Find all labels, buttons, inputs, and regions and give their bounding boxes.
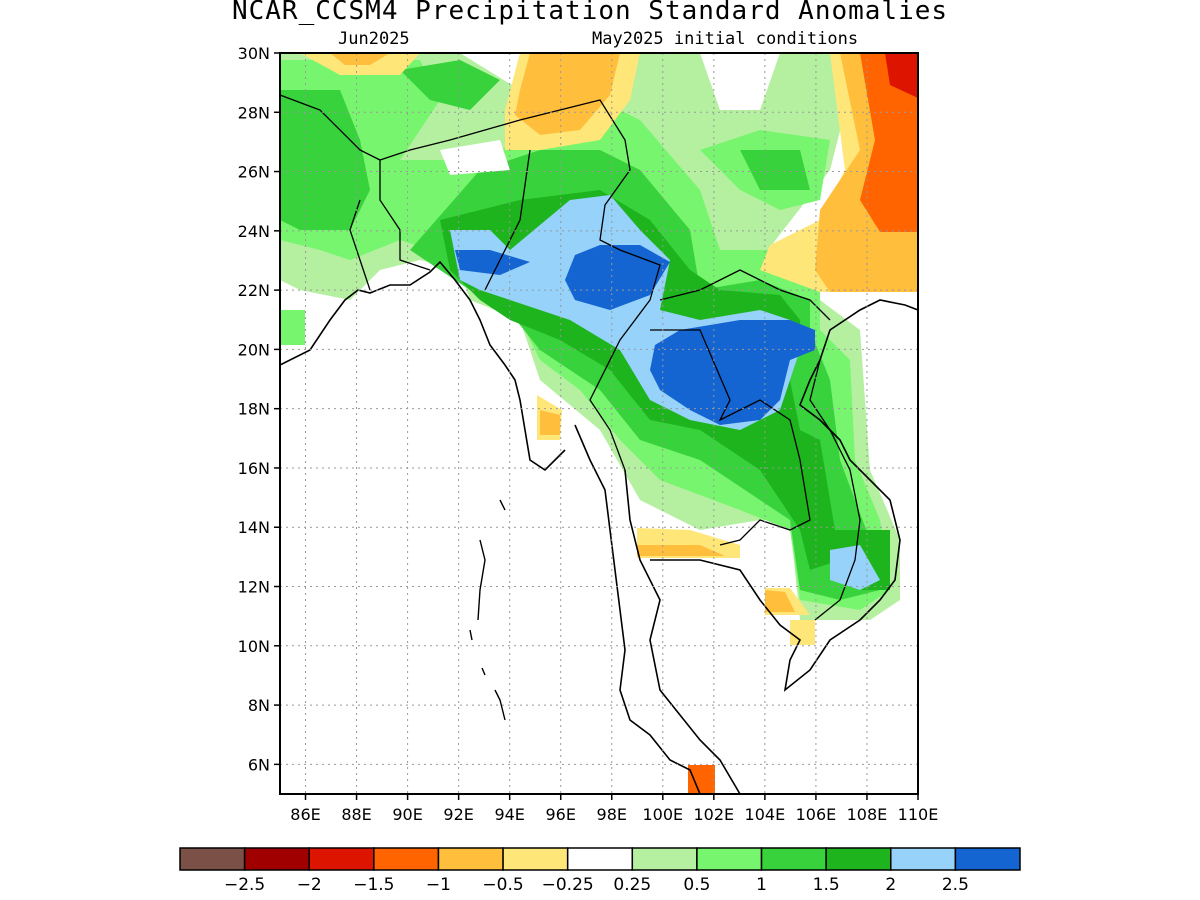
axis-ticks — [274, 52, 919, 800]
anomaly-field — [280, 53, 918, 794]
map-title: NCAR_CCSM4 Precipitation Standard Anomal… — [231, 0, 949, 26]
nicobar-island-1 — [481, 667, 486, 676]
lon-tick-label: 86E — [290, 805, 320, 824]
anomaly-region--1.5 — [885, 53, 918, 98]
colorbar-swatch — [890, 847, 957, 871]
anomaly-region--0.25-g — [790, 620, 815, 645]
forecast-month: Jun2025 — [338, 29, 410, 49]
colorbar-swatch — [437, 847, 504, 871]
anomaly-region--1-b — [688, 765, 715, 794]
anomaly-region--1 — [860, 53, 918, 232]
colorbar-swatch — [954, 847, 1021, 871]
gulf-of-thailand-coast — [650, 299, 918, 692]
anomaly-region--0.5-f — [765, 590, 795, 612]
andaman-islands — [469, 499, 506, 721]
anomaly-region--0.5 — [330, 53, 390, 65]
colorbar-label: 2.5 — [942, 875, 969, 895]
lon-tick-label: 88E — [341, 805, 371, 824]
lat-tick-label: 18N — [238, 400, 270, 419]
anomaly-region--0.5-e — [637, 545, 725, 556]
colorbar-label: 0.5 — [683, 875, 710, 895]
gridlines — [280, 53, 918, 794]
anomaly-region-0.5-w — [280, 310, 305, 345]
lat-tick-label: 12N — [238, 578, 270, 597]
coastlines — [280, 94, 918, 794]
international-borders — [280, 94, 861, 621]
coco-island — [499, 499, 506, 511]
anomaly-region-neutral — [440, 140, 510, 175]
bay-of-bengal-coast — [280, 260, 566, 472]
lon-tick-label: 104E — [745, 805, 786, 824]
colorbar-swatch — [566, 847, 634, 871]
lon-tick-label: 102E — [694, 805, 735, 824]
colorbar-label: −0.25 — [542, 875, 594, 895]
lat-tick-label: 20N — [238, 340, 270, 359]
lon-tick-label: 110E — [898, 805, 939, 824]
lat-tick-label: 26N — [238, 163, 270, 182]
initial-conditions-label: May2025 initial conditions — [592, 29, 859, 49]
colorbar-label: −2 — [297, 875, 322, 895]
lon-tick-label: 106E — [796, 805, 837, 824]
colorbar-swatch — [760, 847, 827, 871]
lon-tick-label: 108E — [847, 805, 888, 824]
colorbar-label: 1 — [756, 875, 767, 895]
colorbar-label: 0.25 — [613, 875, 651, 895]
anomaly-region-1-b — [400, 60, 500, 110]
andaman-island-1 — [477, 539, 486, 621]
colorbar-label: 1.5 — [813, 875, 840, 895]
lon-tick-label: 100E — [642, 805, 683, 824]
anomaly-region-neutral-b — [700, 53, 780, 110]
lon-tick-label: 94E — [494, 805, 524, 824]
andaman-island-2 — [469, 629, 473, 641]
colorbar-label: −0.5 — [482, 875, 523, 895]
lon-tick-label: 90E — [392, 805, 422, 824]
lon-tick-label: 98E — [597, 805, 627, 824]
peninsula-coast-east — [624, 469, 741, 794]
colorbar: −2.5 −2 −1.5 −1 −0.5 −0.25 0.25 0.5 1 1.5 2 2.5 — [179, 847, 1021, 895]
lat-tick-label: 28N — [238, 103, 270, 122]
lat-tick-label: 30N — [238, 44, 270, 63]
colorbar-swatch — [502, 847, 569, 871]
lat-tick-label: 24N — [238, 222, 270, 241]
colorbar-swatch — [243, 847, 310, 871]
colorbar-label: 2 — [885, 875, 896, 895]
colorbar-swatch — [631, 847, 698, 871]
anomaly-region-2.5 — [455, 250, 530, 275]
nicobar-island-2 — [494, 689, 506, 721]
lat-tick-label: 14N — [238, 518, 270, 537]
anomaly-region-1 — [280, 90, 370, 230]
colorbar-label: −2.5 — [224, 875, 265, 895]
anomaly-region-1-d — [740, 150, 810, 190]
longitude-labels: 86E 88E 90E 92E 94E 96E 98E 100E 102E 104E 106E 108… — [290, 805, 938, 824]
colorbar-swatch — [696, 847, 763, 871]
colorbar-swatch — [373, 847, 440, 871]
lat-tick-label: 22N — [238, 281, 270, 300]
map-frame — [279, 52, 919, 795]
lat-tick-label: 16N — [238, 459, 270, 478]
latitude-labels: 6N 8N 10N 12N 14N 16N 18N 20N 22N 24N 26N 28N 30N — [238, 44, 270, 774]
anomaly-region--0.5-d — [540, 410, 560, 435]
colorbar-label: −1 — [426, 875, 451, 895]
colorbar-swatch — [825, 847, 892, 871]
peninsula-coast-west — [574, 424, 701, 794]
anomaly-region-2.5-c — [650, 320, 815, 425]
colorbar-swatch — [179, 847, 246, 871]
lat-tick-label: 10N — [238, 637, 270, 656]
lon-tick-label: 96E — [545, 805, 575, 824]
anomaly-region-2-b — [830, 545, 880, 590]
lat-tick-label: 6N — [248, 755, 270, 774]
anomaly-region-2.5-b — [565, 245, 670, 310]
colorbar-label: −1.5 — [353, 875, 394, 895]
colorbar-swatch — [308, 847, 375, 871]
lon-tick-label: 92E — [443, 805, 473, 824]
lat-tick-label: 8N — [248, 696, 270, 715]
